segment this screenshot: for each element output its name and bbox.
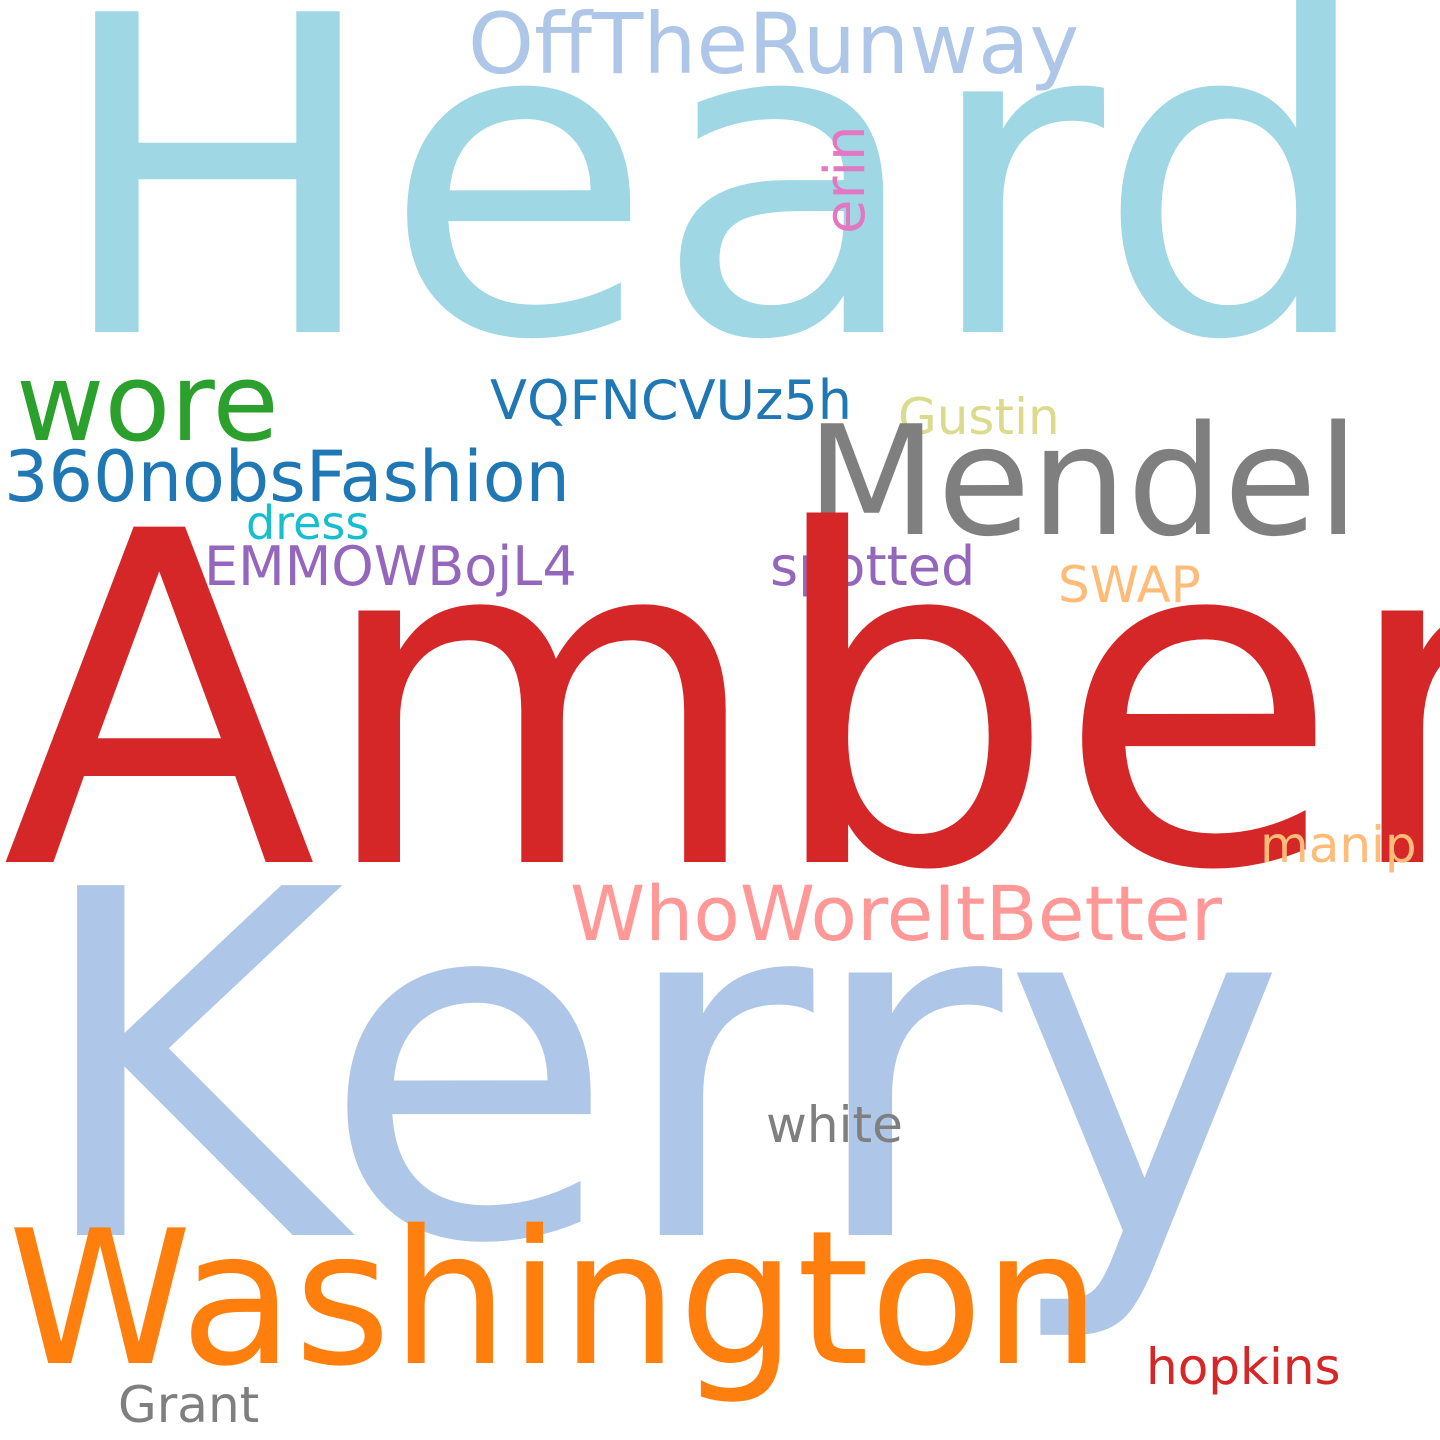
word-manip: manip — [1260, 816, 1417, 874]
word-erin: erin — [813, 125, 878, 234]
word-vqfncvuz5h: VQFNCVUz5h — [490, 369, 852, 432]
word-whoworeitbetter: WhoWoreItBetter — [570, 869, 1223, 958]
word-heard: Heard — [52, 0, 1376, 436]
word-kerry: Kerry — [30, 790, 1287, 1349]
word-dress: dress — [246, 496, 370, 550]
word-wore: wore — [16, 341, 279, 466]
word-amber: Amber — [2, 436, 1440, 971]
word-spotted: spotted — [770, 535, 976, 598]
word-mendel: Mendel — [806, 393, 1360, 570]
word-washington: Washington — [8, 1190, 1102, 1407]
word-grant: Grant — [118, 1376, 260, 1434]
word-gustin: Gustin — [898, 388, 1060, 446]
word-white: white — [766, 1096, 903, 1154]
word-hopkins: hopkins — [1146, 1338, 1341, 1396]
word-emmowbojl4: EMMOWBojL4 — [204, 535, 577, 598]
word-360nobsfashion: 360nobsFashion — [4, 436, 570, 518]
word-offtherunway: OffTheRunway — [468, 0, 1080, 93]
word-swap: SWAP — [1058, 556, 1201, 614]
